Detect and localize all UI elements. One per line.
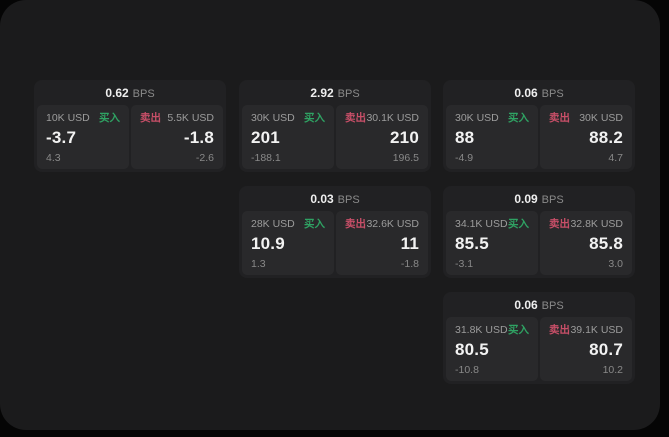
bps-unit-label: BPS	[337, 88, 360, 100]
quote-card: 0.62 BPS 10K USD 买入 -3.7 4.3 卖出 5.5K USD …	[34, 80, 226, 172]
buy-side-label: 买入	[304, 218, 325, 230]
dashboard-surface: 0.62 BPS 10K USD 买入 -3.7 4.3 卖出 5.5K USD …	[0, 0, 660, 430]
sell-side-label: 卖出	[345, 218, 366, 230]
bps-header: 0.09 BPS	[443, 186, 635, 211]
buy-sub-value: -4.9	[455, 152, 474, 164]
bps-unit-label: BPS	[541, 194, 564, 206]
bps-header: 2.92 BPS	[239, 80, 431, 105]
buy-quote-panel[interactable]: 31.8K USD 买入 80.5 -10.8	[446, 317, 538, 381]
buy-price: 85.5	[455, 234, 489, 253]
sell-price: 11	[400, 234, 419, 253]
sell-sub-value: 3.0	[608, 258, 623, 270]
sell-sub-value: 196.5	[392, 152, 419, 164]
buy-side-label: 买入	[508, 112, 529, 124]
bps-value: 0.06	[514, 298, 538, 312]
sell-side-label: 卖出	[549, 324, 570, 336]
sell-sub-value: 4.7	[608, 152, 623, 164]
sell-amount: 32.8K USD	[570, 218, 623, 230]
buy-sub-value: -10.8	[455, 364, 479, 376]
buy-side-label: 买入	[508, 218, 529, 230]
buy-price: 88	[455, 128, 475, 147]
buy-sub-value: 4.3	[46, 152, 61, 164]
bps-header: 0.62 BPS	[34, 80, 226, 105]
buy-quote-panel[interactable]: 30K USD 买入 201 -188.1	[242, 105, 334, 169]
buy-quote-panel[interactable]: 10K USD 买入 -3.7 4.3	[37, 105, 129, 169]
buy-sub-value: -188.1	[251, 152, 281, 164]
bps-value: 2.92	[310, 86, 334, 100]
bps-unit-label: BPS	[337, 194, 360, 206]
buy-amount: 30K USD	[455, 112, 499, 124]
bps-value: 0.03	[310, 192, 334, 206]
buy-sub-value: -3.1	[455, 258, 474, 270]
quote-card: 0.06 BPS 30K USD 买入 88 -4.9 卖出 30K USD 88…	[443, 80, 635, 172]
buy-quote-panel[interactable]: 30K USD 买入 88 -4.9	[446, 105, 538, 169]
buy-price: 10.9	[251, 234, 285, 253]
sell-sub-value: 10.2	[602, 364, 623, 376]
buy-quote-panel[interactable]: 34.1K USD 买入 85.5 -3.1	[446, 211, 538, 275]
quote-card: 0.09 BPS 34.1K USD 买入 85.5 -3.1 卖出 32.8K …	[443, 186, 635, 278]
bps-header: 0.06 BPS	[443, 292, 635, 317]
buy-side-label: 买入	[99, 112, 120, 124]
sell-price: 85.8	[589, 234, 623, 253]
sell-sub-value: -1.8	[400, 258, 419, 270]
sell-quote-panel[interactable]: 卖出 32.8K USD 85.8 3.0	[540, 211, 632, 275]
buy-side-label: 买入	[508, 324, 529, 336]
sell-amount: 5.5K USD	[167, 112, 214, 124]
sell-quote-panel[interactable]: 卖出 30.1K USD 210 196.5	[336, 105, 428, 169]
buy-price: 80.5	[455, 340, 489, 359]
buy-price: -3.7	[46, 128, 77, 147]
sell-side-label: 卖出	[345, 112, 366, 124]
buy-amount: 30K USD	[251, 112, 295, 124]
quote-card: 0.03 BPS 28K USD 买入 10.9 1.3 卖出 32.6K USD…	[239, 186, 431, 278]
sell-side-label: 卖出	[549, 218, 570, 230]
sell-amount: 30K USD	[579, 112, 623, 124]
buy-sub-value: 1.3	[251, 258, 266, 270]
sell-quote-panel[interactable]: 卖出 39.1K USD 80.7 10.2	[540, 317, 632, 381]
bps-header: 0.03 BPS	[239, 186, 431, 211]
sell-side-label: 卖出	[549, 112, 570, 124]
sell-price: 88.2	[589, 128, 623, 147]
sell-price: 210	[390, 128, 419, 147]
buy-amount: 31.8K USD	[455, 324, 508, 336]
buy-side-label: 买入	[304, 112, 325, 124]
sell-amount: 39.1K USD	[570, 324, 623, 336]
sell-price: -1.8	[183, 128, 214, 147]
buy-amount: 10K USD	[46, 112, 90, 124]
bps-header: 0.06 BPS	[443, 80, 635, 105]
buy-price: 201	[251, 128, 280, 147]
quote-card: 2.92 BPS 30K USD 买入 201 -188.1 卖出 30.1K U…	[239, 80, 431, 172]
sell-price: 80.7	[589, 340, 623, 359]
sell-side-label: 卖出	[140, 112, 161, 124]
sell-amount: 32.6K USD	[366, 218, 419, 230]
bps-value: 0.62	[105, 86, 129, 100]
sell-sub-value: -2.6	[195, 152, 214, 164]
buy-amount: 28K USD	[251, 218, 295, 230]
bps-unit-label: BPS	[541, 88, 564, 100]
quote-card: 0.06 BPS 31.8K USD 买入 80.5 -10.8 卖出 39.1K…	[443, 292, 635, 384]
bps-value: 0.06	[514, 86, 538, 100]
bps-unit-label: BPS	[132, 88, 155, 100]
bps-value: 0.09	[514, 192, 538, 206]
buy-quote-panel[interactable]: 28K USD 买入 10.9 1.3	[242, 211, 334, 275]
sell-quote-panel[interactable]: 卖出 5.5K USD -1.8 -2.6	[131, 105, 223, 169]
bps-unit-label: BPS	[541, 300, 564, 312]
sell-quote-panel[interactable]: 卖出 32.6K USD 11 -1.8	[336, 211, 428, 275]
sell-quote-panel[interactable]: 卖出 30K USD 88.2 4.7	[540, 105, 632, 169]
buy-amount: 34.1K USD	[455, 218, 508, 230]
sell-amount: 30.1K USD	[366, 112, 419, 124]
